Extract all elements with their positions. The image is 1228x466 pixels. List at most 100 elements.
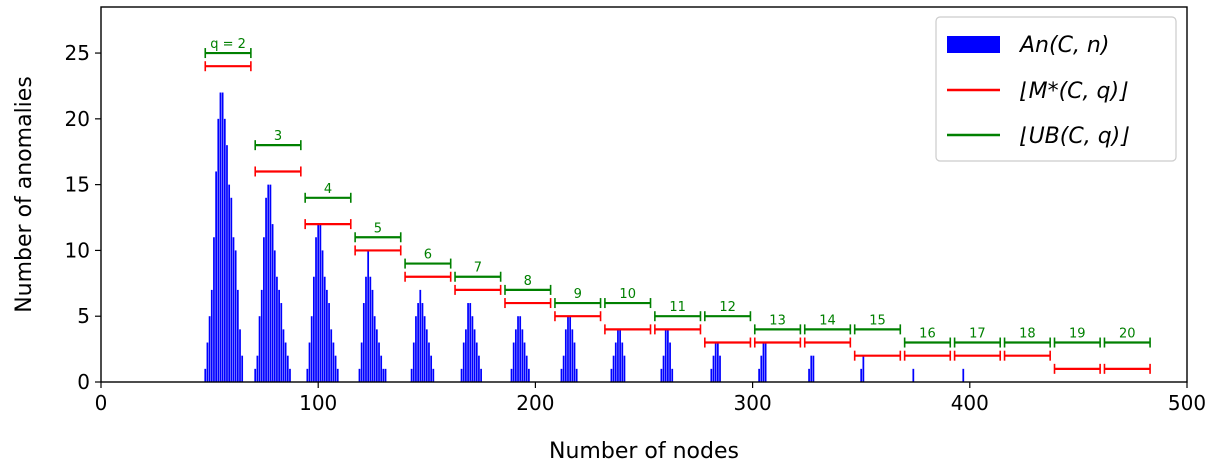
bar (289, 368, 291, 382)
bar (213, 237, 215, 382)
q-label: 8 (524, 274, 532, 289)
bar (365, 276, 367, 382)
y-axis-ticks: 0 5 10 15 20 25 (65, 41, 101, 394)
bar (428, 342, 430, 382)
bar (758, 368, 760, 382)
bar (321, 250, 324, 382)
bar (528, 368, 530, 382)
q-label: 9 (574, 287, 582, 302)
bar (714, 342, 717, 382)
bar (962, 368, 965, 382)
legend: An(C, n) ⌊M*(C, q)⌋ ⌊UB(C, q)⌋ (935, 16, 1177, 162)
bar (421, 303, 424, 382)
plot-frame (100, 6, 1188, 383)
bar (230, 197, 233, 382)
legend-label-upper-bound: ⌊UB(C, q)⌋ (1020, 124, 1129, 149)
q-label: 20 (1119, 327, 1136, 342)
bar (371, 289, 374, 382)
bar (419, 289, 422, 382)
legend-swatch-bars (947, 36, 1000, 53)
x-tick-label: 500 (1168, 391, 1206, 415)
bar (575, 368, 578, 382)
bar (473, 329, 476, 382)
bar (519, 316, 522, 382)
bar (256, 355, 259, 382)
bar (239, 329, 241, 382)
bar (319, 224, 322, 382)
bar (221, 92, 224, 382)
bar (430, 355, 433, 382)
bar (471, 316, 474, 382)
x-axis-title: Number of nodes (549, 439, 739, 464)
bar (460, 368, 463, 382)
y-tick-label: 20 (65, 107, 90, 131)
bar (521, 329, 524, 382)
bar (273, 250, 276, 382)
bar (510, 368, 513, 382)
bar (260, 289, 263, 382)
bar (223, 118, 226, 382)
bar (523, 342, 526, 382)
bar (719, 355, 721, 382)
y-tick-label: 10 (65, 238, 90, 262)
bar (286, 355, 289, 382)
bar (862, 355, 865, 382)
q-label: 15 (869, 313, 886, 328)
bar (263, 237, 265, 382)
bar (373, 316, 376, 382)
bar (712, 355, 715, 382)
q-label: 11 (669, 300, 686, 315)
bar (614, 342, 617, 382)
q-label: 12 (719, 300, 736, 315)
bar (475, 342, 478, 382)
bar (860, 368, 863, 382)
bar (258, 316, 261, 382)
q-label: 3 (274, 129, 282, 144)
bar (562, 355, 565, 382)
bar (417, 303, 419, 382)
bar (210, 289, 213, 382)
q-label: q = 2 (210, 37, 246, 52)
bar (517, 316, 519, 382)
bar (671, 368, 674, 382)
bar (571, 329, 574, 382)
x-tick-label: 0 (95, 391, 108, 415)
bar (269, 184, 272, 382)
bar (619, 329, 621, 382)
bar (267, 184, 270, 382)
bar (762, 342, 765, 382)
bar (669, 342, 671, 382)
bar (760, 355, 763, 382)
bar (478, 355, 480, 382)
bar (226, 145, 228, 382)
bar (276, 276, 278, 382)
bar (912, 368, 915, 382)
q-label: 10 (619, 287, 636, 302)
bar (310, 316, 313, 382)
bar (217, 118, 220, 382)
bar (710, 368, 713, 382)
bar (560, 368, 563, 382)
bar (265, 197, 267, 382)
q-label: 18 (1019, 327, 1036, 342)
bar (612, 355, 615, 382)
bar (465, 329, 467, 382)
bar (375, 329, 378, 382)
bar (462, 342, 465, 382)
bar (219, 92, 222, 382)
bar (334, 355, 337, 382)
x-tick-label: 300 (734, 391, 772, 415)
bar (323, 276, 326, 382)
bar (215, 171, 217, 382)
bar (810, 355, 813, 382)
bar (278, 289, 280, 382)
bars-layer (204, 92, 965, 382)
y-tick-label: 15 (65, 173, 90, 197)
q-label: 17 (969, 327, 986, 342)
bar (232, 237, 235, 382)
bar (808, 368, 810, 382)
legend-label-bars: An(C, n) (1018, 33, 1109, 58)
bar (378, 342, 380, 382)
bar (384, 368, 387, 382)
bar (662, 355, 665, 382)
